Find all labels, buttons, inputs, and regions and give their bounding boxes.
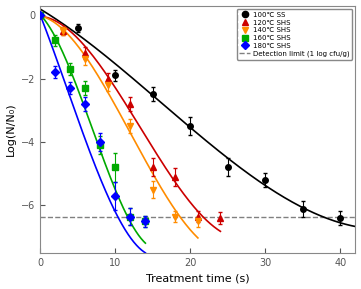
Y-axis label: Log(N/N₀): Log(N/N₀) — [5, 103, 16, 156]
X-axis label: Treatment time (s): Treatment time (s) — [146, 273, 250, 284]
Legend: 100℃ SS, 120℃ SHS, 140℃ SHS, 160℃ SHS, 180℃ SHS, Detection limit (1 log cfu/g): 100℃ SS, 120℃ SHS, 140℃ SHS, 160℃ SHS, 1… — [236, 9, 352, 60]
